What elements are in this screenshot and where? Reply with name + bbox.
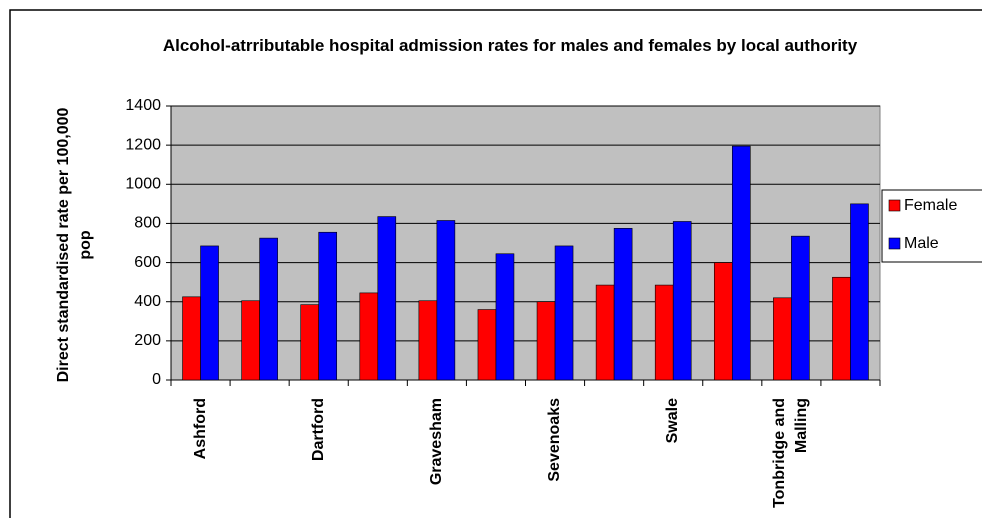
x-tick-label: Gravesham [427,398,445,486]
bar [377,216,397,381]
legend-label: Female [904,197,957,214]
x-tick-label: Sevenoaks [546,398,564,482]
chart-title: Alcohol-atrributable hospital admission … [162,36,858,55]
bar [850,203,869,381]
x-tick-label: Dartford [309,398,327,462]
bar [495,253,515,381]
plot-area [170,105,881,381]
y-tick-label: 600 [134,254,161,271]
bar [436,220,456,381]
bar [731,145,751,381]
y-tick-label: 400 [134,293,161,310]
bar [200,245,219,381]
bar [359,292,379,381]
x-tick-label: Swale [664,398,682,444]
bar [713,262,733,381]
y-tick-label: 1200 [125,136,161,153]
bar [536,301,556,381]
x-tick-label: Ashford [191,398,209,460]
legend-swatch [888,237,901,250]
bar [259,237,278,381]
frame [9,9,982,518]
bar [613,228,633,381]
x-tick-label: Tonbridge and Malling [771,398,811,508]
y-axis-label: Direct standardised rate per 100,000 pop [55,107,94,383]
bar [418,300,438,381]
bar [773,297,792,381]
bar [832,276,851,381]
bar [477,309,497,381]
y-tick-label: 800 [134,215,161,232]
bar [300,304,320,381]
bar [554,245,574,381]
y-tick-label: 1000 [125,176,161,193]
y-tick-label: 1400 [125,97,161,114]
bar [318,231,338,381]
bar [672,221,692,381]
bar [791,235,810,381]
legend-swatch [888,199,901,212]
y-tick-label: 0 [152,371,161,388]
bar [654,284,674,381]
legend-label: Male [904,235,939,252]
y-tick-label: 200 [134,332,161,349]
bar [595,284,615,381]
bar [241,300,260,381]
bar [182,296,201,381]
